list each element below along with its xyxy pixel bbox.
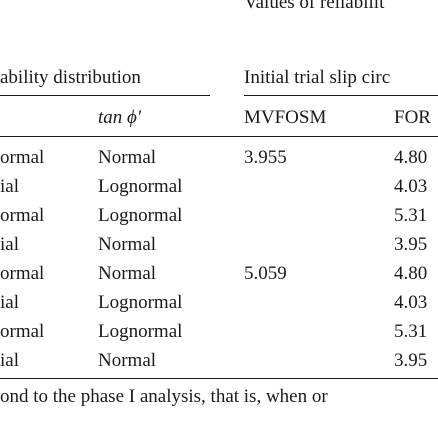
prob-dist-rule: [0, 95, 210, 96]
table-bottom-rule: [0, 378, 438, 379]
initial-trial-slip-circle-header: Initial trial slip circ: [244, 67, 391, 88]
cell-form: 4.80: [394, 147, 428, 168]
cell-dist-tan: Lognormal: [98, 176, 183, 197]
cell-dist-a: ial: [0, 292, 19, 313]
column-header-rule: [0, 136, 438, 137]
cell-dist-a: ormal: [0, 205, 45, 226]
column-header-tan-phi: tan ϕ′: [98, 107, 142, 128]
table-footnote: ond to the phase I analysis, that is, wh…: [0, 386, 328, 407]
cell-dist-tan: Normal: [98, 350, 157, 371]
probability-distribution-header: ability distribution: [0, 67, 141, 88]
cell-dist-tan: Normal: [98, 147, 157, 168]
cell-form: 3.95: [394, 350, 428, 371]
cell-form: 5.31: [394, 321, 428, 342]
cell-form: 5.31: [394, 205, 428, 226]
cell-form: 4.80: [394, 263, 428, 284]
values-of-reliability-header: Values of reliabilit: [244, 0, 385, 13]
trial-slip-rule: [244, 95, 438, 96]
cell-mvfosm: 3.955: [244, 147, 287, 168]
cell-form: 4.03: [394, 176, 428, 197]
cell-dist-tan: Normal: [98, 263, 157, 284]
cell-dist-tan: Lognormal: [98, 292, 183, 313]
cell-dist-a: ormal: [0, 147, 45, 168]
cell-dist-tan: Normal: [98, 234, 157, 255]
cell-form: 3.95: [394, 234, 428, 255]
cell-dist-a: ial: [0, 234, 19, 255]
cell-dist-a: ormal: [0, 263, 45, 284]
cell-dist-a: ormal: [0, 321, 45, 342]
column-header-mvfosm: MVFOSM: [244, 107, 327, 128]
cell-dist-a: ial: [0, 350, 19, 371]
cell-form: 4.03: [394, 292, 428, 313]
cell-dist-tan: Lognormal: [98, 205, 183, 226]
cell-dist-a: ial: [0, 176, 19, 197]
cell-dist-tan: Lognormal: [98, 321, 183, 342]
column-header-form: FOR: [394, 107, 431, 128]
cell-mvfosm: 5.059: [244, 263, 287, 284]
